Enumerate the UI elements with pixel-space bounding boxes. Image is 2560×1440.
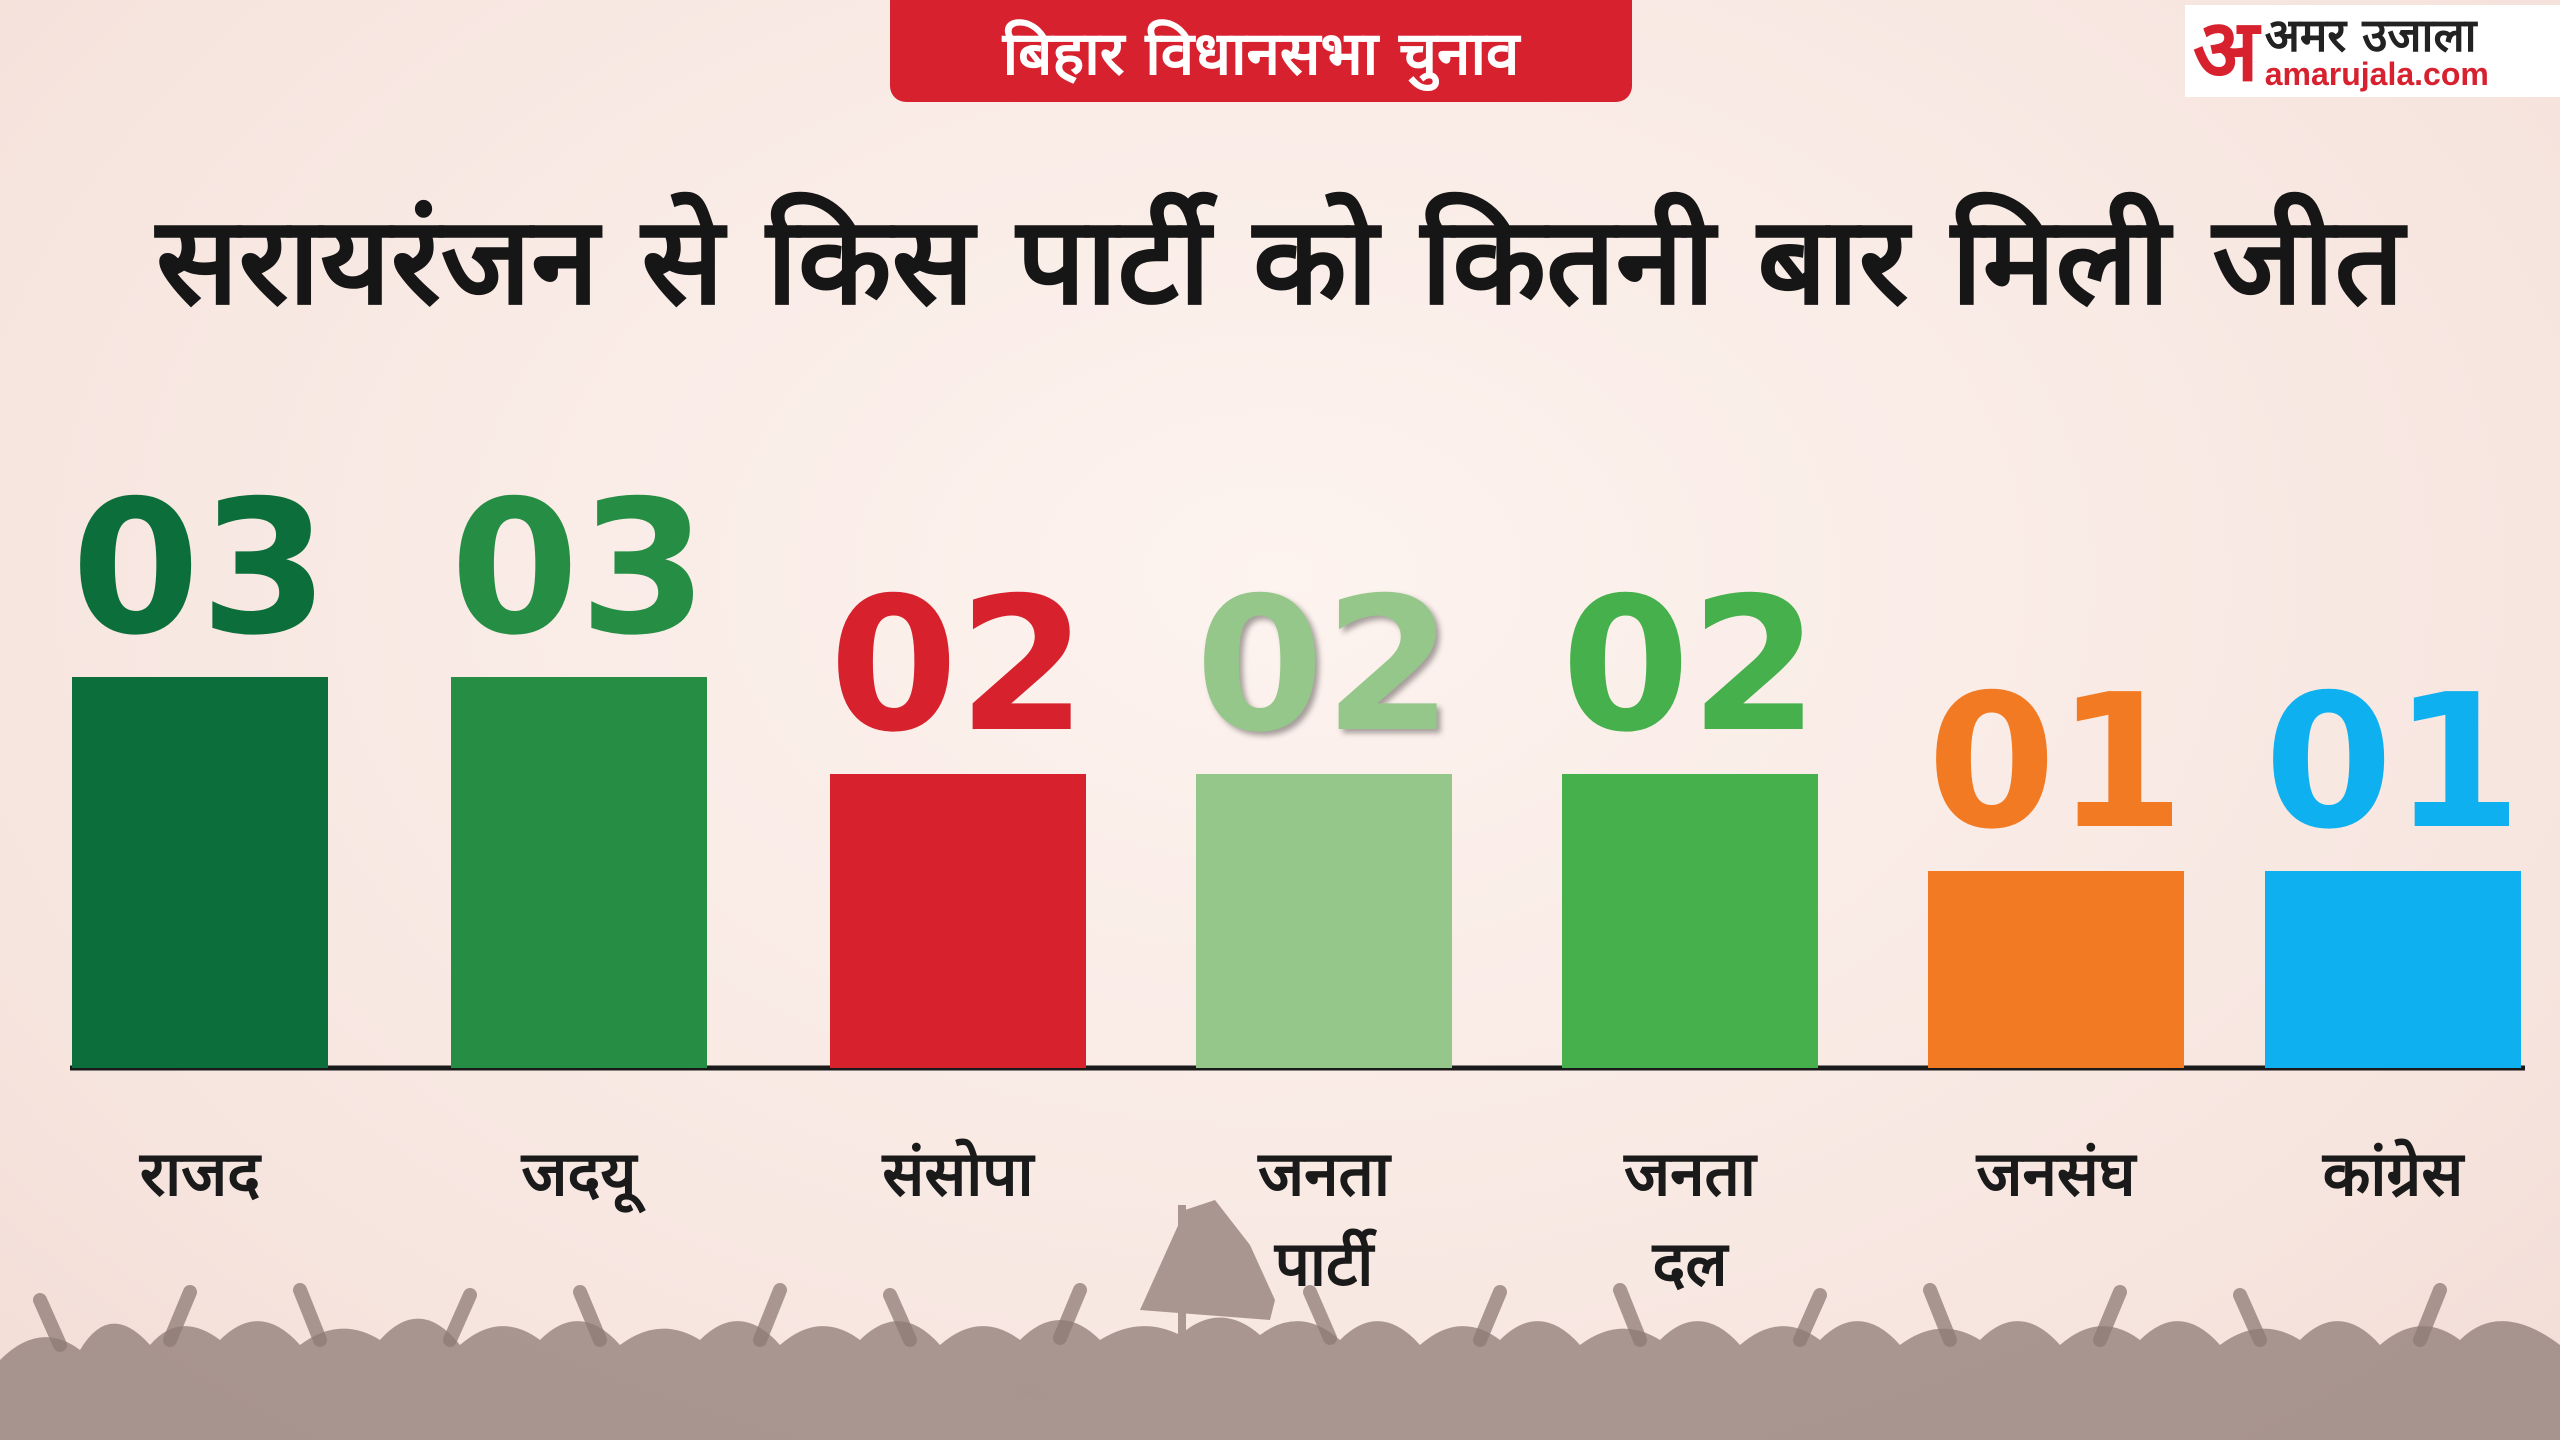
value-label-2: 02 bbox=[829, 557, 1086, 773]
category-label-6: कांग्रेस bbox=[2322, 1137, 2466, 1210]
value-label-1: 03 bbox=[450, 460, 707, 676]
logo-mark: अ bbox=[2193, 0, 2259, 101]
bar-6 bbox=[2265, 871, 2521, 1068]
headline: सरायरंजन से किस पार्टी को कितनी बार मिली… bbox=[156, 190, 2404, 332]
amarujala-logo[interactable]: अ अमर उजाला amarujala.com bbox=[2185, 5, 2560, 97]
bar-3 bbox=[1196, 774, 1452, 1068]
bar-5 bbox=[1928, 871, 2184, 1068]
category-label-3: जनता bbox=[1257, 1137, 1392, 1210]
bar-4 bbox=[1562, 774, 1818, 1068]
logo-text: अमर उजाला amarujala.com bbox=[2265, 12, 2489, 90]
bar-2 bbox=[830, 774, 1086, 1068]
category-label-5: जनसंघ bbox=[1976, 1137, 2138, 1210]
bar-1 bbox=[451, 677, 707, 1068]
value-label-3: 02 bbox=[1195, 557, 1452, 773]
value-label-5: 01 bbox=[1927, 654, 2184, 870]
category-label-0: राजद bbox=[139, 1137, 262, 1210]
logo-hindi: अमर उजाला bbox=[2264, 8, 2477, 62]
category-label-4: दल bbox=[1652, 1227, 1730, 1300]
category-label-3: पार्टी bbox=[1274, 1227, 1378, 1300]
logo-english: amarujala.com bbox=[2264, 56, 2489, 92]
bar-0 bbox=[72, 677, 328, 1068]
value-label-0: 03 bbox=[71, 460, 328, 676]
election-badge: बिहार विधानसभा चुनाव bbox=[890, 0, 1632, 102]
category-label-2: संसोपा bbox=[881, 1137, 1035, 1210]
value-label-4: 02 bbox=[1561, 557, 1818, 773]
category-label-4: जनता bbox=[1623, 1137, 1758, 1210]
value-label-6: 01 bbox=[2264, 654, 2521, 870]
category-label-1: जदयू bbox=[521, 1137, 647, 1214]
